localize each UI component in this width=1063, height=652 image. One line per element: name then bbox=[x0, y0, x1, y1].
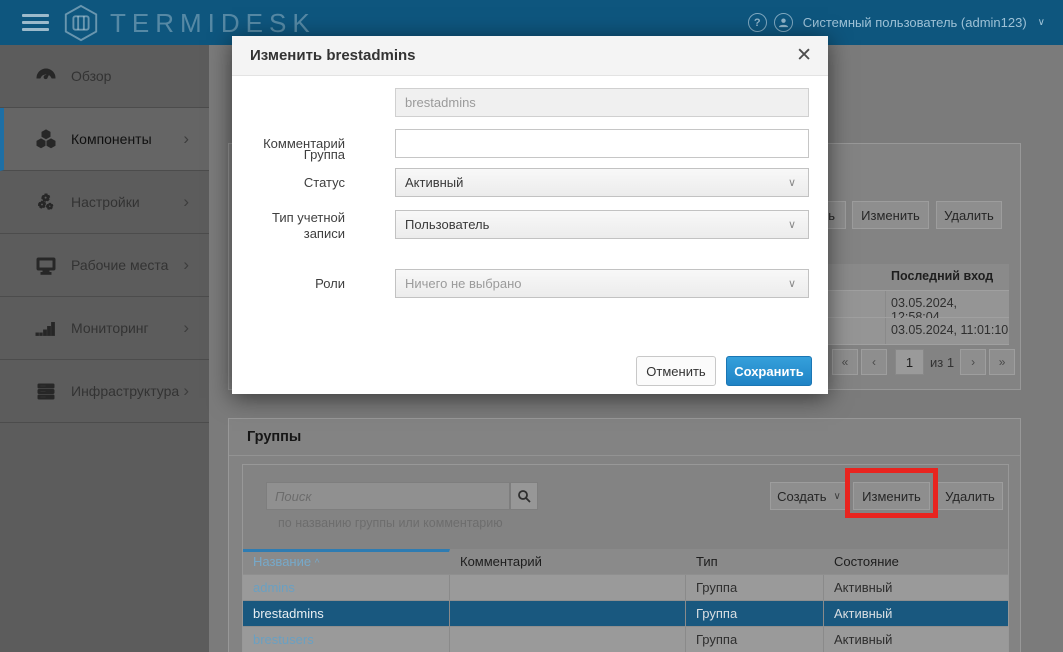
pagination-prev-button[interactable]: ‹ bbox=[861, 349, 887, 375]
group-name-link[interactable]: brestadmins bbox=[243, 601, 450, 626]
account-type-select[interactable]: Пользователь ∨ bbox=[395, 210, 809, 239]
close-icon[interactable]: ✕ bbox=[796, 45, 812, 66]
chevron-right-icon: › bbox=[183, 381, 189, 400]
roles-field-label: Роли bbox=[315, 276, 345, 291]
sidebar: Обзор Компоненты › Настройки › Рабочие м… bbox=[0, 45, 209, 652]
sidebar-item-infrastructure[interactable]: Инфраструктура › bbox=[0, 360, 209, 423]
modal-title: Изменить brestadmins bbox=[250, 47, 416, 64]
column-header-state[interactable]: Состояние bbox=[834, 554, 899, 569]
edit-group-modal: Изменить brestadmins ✕ Группа Комментари… bbox=[232, 36, 828, 394]
account-type-field-label: Тип учетной записи bbox=[272, 210, 345, 241]
table-row-brestadmins-selected[interactable]: brestadmins Группа Активный bbox=[243, 601, 1008, 627]
column-header-name[interactable]: Название ^ bbox=[243, 549, 450, 574]
group-name-link[interactable]: admins bbox=[243, 575, 450, 600]
status-select[interactable]: Активный ∨ bbox=[395, 168, 809, 197]
sort-asc-icon: ^ bbox=[314, 558, 320, 569]
groups-delete-button[interactable]: Удалить bbox=[937, 482, 1003, 510]
help-icon[interactable]: ? bbox=[747, 13, 767, 32]
group-field[interactable] bbox=[395, 88, 809, 117]
groups-panel-title: Группы bbox=[229, 419, 1020, 456]
groups-table: Название ^ Комментарий Тип Состояние adm… bbox=[243, 549, 1008, 652]
termidesk-hexagon-icon bbox=[64, 4, 98, 42]
gears-icon bbox=[34, 192, 58, 212]
logo-text: TERMIDESK bbox=[110, 7, 316, 38]
groups-panel-body: по названию группы или комментарию Созда… bbox=[242, 464, 1009, 652]
chevron-right-icon: › bbox=[183, 192, 189, 211]
column-header-comment[interactable]: Комментарий bbox=[450, 549, 686, 574]
search-icon[interactable] bbox=[510, 482, 538, 510]
cancel-button[interactable]: Отменить bbox=[636, 356, 716, 386]
column-header-type[interactable]: Тип bbox=[686, 549, 824, 574]
monitor-icon bbox=[34, 256, 58, 275]
users-delete-button[interactable]: Удалить bbox=[936, 201, 1002, 229]
groups-search-input[interactable] bbox=[266, 482, 510, 510]
sidebar-item-settings[interactable]: Настройки › bbox=[0, 171, 209, 234]
users-pagination: « ‹ 1 из 1 › » bbox=[832, 349, 1016, 375]
modal-header: Изменить brestadmins ✕ bbox=[232, 36, 828, 76]
sidebar-item-components[interactable]: Компоненты › bbox=[0, 108, 209, 171]
chevron-down-icon: ∨ bbox=[787, 278, 796, 290]
chevron-down-icon: ∨ bbox=[787, 177, 796, 189]
sidebar-item-workplaces[interactable]: Рабочие места › bbox=[0, 234, 209, 297]
roles-select[interactable]: Ничего не выбрано ∨ bbox=[395, 269, 809, 298]
groups-table-header-row: Название ^ Комментарий Тип Состояние bbox=[243, 549, 1008, 575]
pagination-of-label: из 1 bbox=[930, 354, 955, 370]
save-button[interactable]: Сохранить bbox=[726, 356, 812, 386]
table-row-brestusers[interactable]: brestusers Группа Активный bbox=[243, 627, 1008, 652]
chevron-down-icon: ∨ bbox=[833, 490, 841, 502]
hamburger-menu-icon[interactable] bbox=[22, 14, 49, 31]
chevron-down-icon: ∨ bbox=[787, 219, 796, 231]
groups-search-hint: по названию группы или комментарию bbox=[278, 516, 503, 530]
groups-edit-button[interactable]: Изменить bbox=[853, 482, 930, 510]
chevron-right-icon: › bbox=[183, 255, 189, 274]
pagination-next-button[interactable]: › bbox=[960, 349, 987, 375]
status-field-label: Статус bbox=[303, 175, 345, 190]
group-field-label: Группа bbox=[303, 147, 345, 162]
pagination-last-button[interactable]: » bbox=[989, 349, 1016, 375]
table-row-admins[interactable]: admins Группа Активный bbox=[243, 575, 1008, 601]
signal-bars-icon bbox=[34, 319, 58, 337]
chevron-right-icon: › bbox=[183, 318, 189, 337]
users-edit-button[interactable]: Изменить bbox=[852, 201, 929, 229]
comment-field[interactable] bbox=[395, 129, 809, 158]
last-login-header: Последний вход bbox=[891, 269, 994, 283]
chevron-right-icon: › bbox=[183, 129, 189, 148]
sidebar-item-monitoring[interactable]: Мониторинг › bbox=[0, 297, 209, 360]
pagination-first-button[interactable]: « bbox=[832, 349, 858, 375]
termidesk-logo: TERMIDESK bbox=[62, 4, 316, 42]
pagination-page-input[interactable]: 1 bbox=[895, 349, 924, 375]
groups-panel: Группы по названию группы или комментари… bbox=[228, 418, 1021, 652]
groups-create-button[interactable]: Создать ∨ bbox=[770, 482, 848, 510]
server-stack-icon bbox=[34, 382, 58, 401]
last-login-value: 03.05.2024, 11:01:10 bbox=[891, 323, 1009, 337]
group-name-link[interactable]: brestusers bbox=[243, 627, 450, 652]
user-avatar-icon[interactable] bbox=[773, 13, 793, 32]
sidebar-item-overview[interactable]: Обзор bbox=[0, 45, 209, 108]
user-menu-label[interactable]: Системный пользователь (admin123) bbox=[802, 15, 1027, 30]
comment-field-label: Комментарий bbox=[263, 136, 345, 151]
user-menu-caret-icon[interactable]: ∨ bbox=[1037, 17, 1045, 28]
components-cubes-icon bbox=[34, 129, 58, 149]
dashboard-icon bbox=[34, 67, 58, 85]
